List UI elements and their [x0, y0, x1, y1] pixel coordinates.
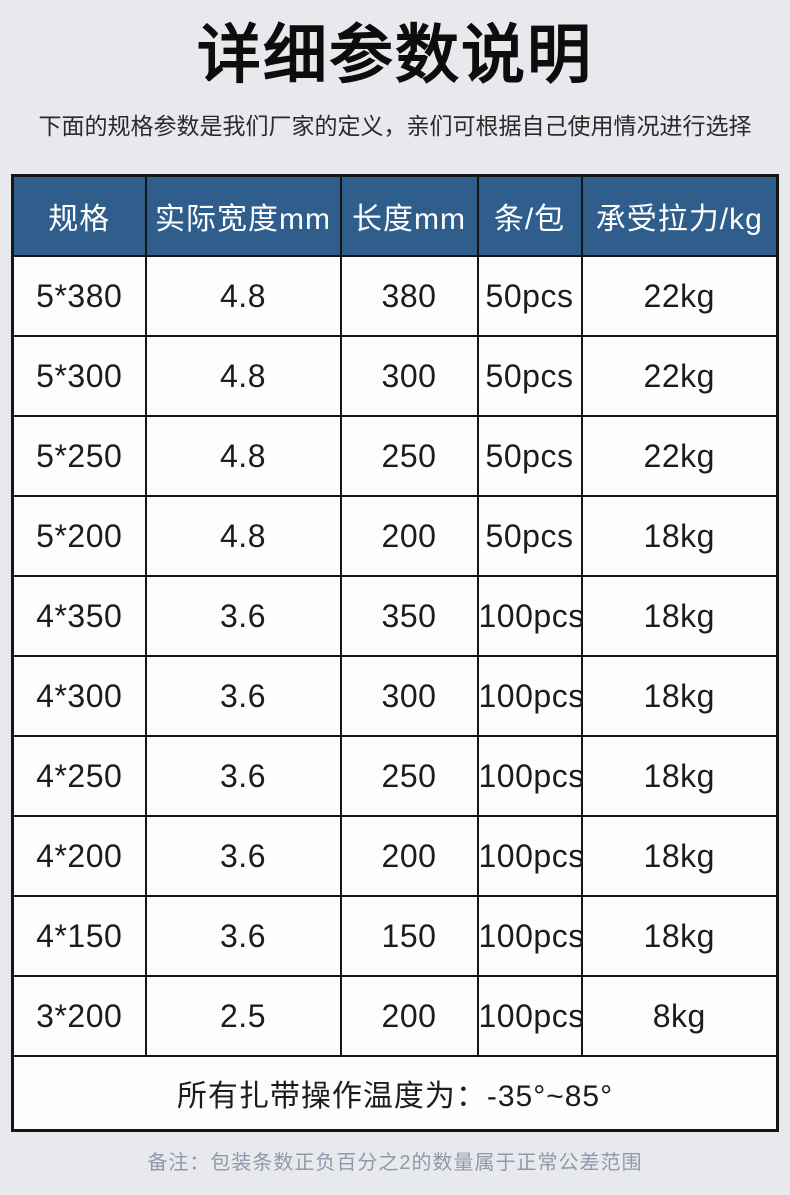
table-cell: 100pcs: [476, 735, 584, 818]
table-cell: 22kg: [580, 335, 779, 418]
table-cell: 4*350: [11, 575, 147, 658]
column-header-pcs-per-pack: 条/包: [476, 174, 583, 258]
table-cell: 3.6: [144, 815, 342, 898]
bottom-note: 备注：包装条数正负百分之2的数量属于正常公差范围: [147, 1151, 643, 1174]
table-cell: 250: [339, 735, 479, 818]
table-cell: 380: [339, 255, 479, 338]
table-cell: 22kg: [580, 415, 779, 498]
table-cell: 4*200: [11, 815, 147, 898]
table-cell: 2.5: [144, 975, 342, 1058]
table-cell: 3.6: [144, 895, 342, 978]
table-cell: 3*200: [11, 975, 147, 1058]
column-header-spec: 规格: [11, 174, 147, 258]
column-header-tensile-force: 承受拉力/kg: [580, 174, 779, 258]
table-cell: 200: [339, 975, 479, 1058]
table-cell: 4.8: [144, 335, 342, 418]
table-cell: 4.8: [144, 415, 342, 498]
table-cell: 4.8: [144, 495, 342, 578]
table-cell: 8kg: [580, 975, 779, 1058]
table-row: 4*250 3.6 250 100pcs 18kg: [11, 735, 779, 818]
temperature-range-note: 所有扎带操作温度为：-35°~85°: [11, 1055, 779, 1132]
table-cell: 100pcs: [476, 575, 584, 658]
table-cell: 18kg: [580, 815, 779, 898]
table-cell: 100pcs: [476, 975, 584, 1058]
table-cell: 300: [339, 655, 479, 738]
table-cell: 3.6: [144, 735, 342, 818]
header-row: 规格 实际宽度mm 长度mm 条/包 承受拉力/kg: [11, 174, 779, 258]
table-row: 4*150 3.6 150 100pcs 18kg: [11, 895, 779, 978]
table-row: 5*300 4.8 300 50pcs 22kg: [11, 335, 779, 418]
table-cell: 18kg: [580, 895, 779, 978]
table-cell: 50pcs: [476, 255, 583, 338]
table-cell: 4*250: [11, 735, 147, 818]
table-cell: 5*250: [11, 415, 147, 498]
table-cell: 18kg: [580, 655, 779, 738]
page-title: 详细参数说明: [197, 19, 593, 91]
table-row: 3*200 2.5 200 100pcs 8kg: [11, 975, 779, 1058]
spec-table: 规格 实际宽度mm 长度mm 条/包 承受拉力/kg 5*380 4.8 380 50…: [11, 173, 779, 1132]
table-cell: 100pcs: [476, 655, 584, 738]
table-cell: 5*200: [11, 495, 147, 578]
table-cell: 100pcs: [476, 815, 584, 898]
table-cell: 300: [339, 335, 479, 418]
column-header-actual-width: 实际宽度mm: [144, 174, 342, 258]
table-cell: 18kg: [580, 575, 779, 658]
footer-row: 所有扎带操作温度为：-35°~85°: [11, 1055, 779, 1132]
table-cell: 350: [339, 575, 479, 658]
table-row: 4*300 3.6 300 100pcs 18kg: [11, 655, 779, 738]
table-cell: 18kg: [580, 495, 779, 578]
table-cell: 100pcs: [476, 895, 584, 978]
table-row: 5*250 4.8 250 50pcs 22kg: [11, 415, 779, 498]
table-cell: 150: [339, 895, 479, 978]
column-header-length: 长度mm: [339, 174, 479, 258]
table-cell: 250: [339, 415, 479, 498]
page-subtitle: 下面的规格参数是我们厂家的定义，亲们可根据自己使用情况进行选择: [38, 113, 752, 140]
table-cell: 3.6: [144, 655, 342, 738]
table-cell: 50pcs: [476, 495, 583, 578]
table-cell: 18kg: [580, 735, 779, 818]
table-row: 4*350 3.6 350 100pcs 18kg: [11, 575, 779, 658]
table-cell: 4.8: [144, 255, 342, 338]
table-cell: 200: [339, 495, 479, 578]
table-cell: 5*380: [11, 255, 147, 338]
table-row: 5*380 4.8 380 50pcs 22kg: [11, 255, 779, 338]
table-row: 5*200 4.8 200 50pcs 18kg: [11, 495, 779, 578]
table-cell: 5*300: [11, 335, 147, 418]
table-cell: 50pcs: [476, 335, 583, 418]
table-cell: 200: [339, 815, 479, 898]
table-cell: 4*300: [11, 655, 147, 738]
table-cell: 50pcs: [476, 415, 583, 498]
table-row: 4*200 3.6 200 100pcs 18kg: [11, 815, 779, 898]
table-cell: 22kg: [580, 255, 779, 338]
table-cell: 4*150: [11, 895, 147, 978]
table-cell: 3.6: [144, 575, 342, 658]
